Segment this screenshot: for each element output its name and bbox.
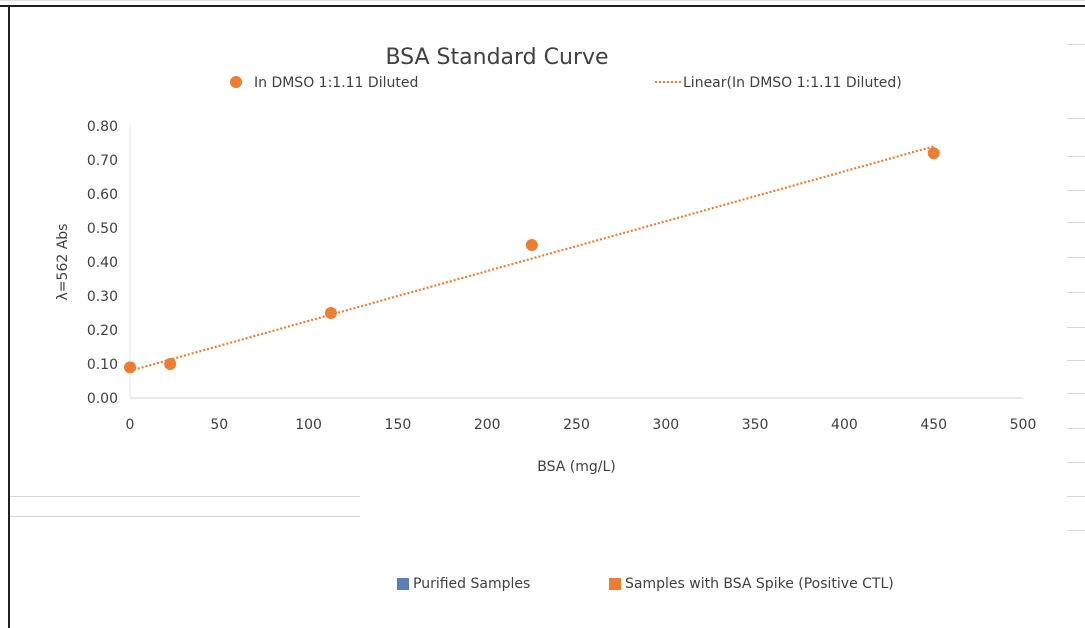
cell-gridline (1067, 118, 1085, 119)
legend-item-samples-with-bsa-spike: Samples with BSA Spike (Positive CTL) (609, 576, 894, 592)
y-tick-label: 0.60 (87, 187, 118, 203)
window-top-border (0, 0, 1085, 1)
data-point (324, 307, 337, 319)
cell-gridline (1067, 428, 1085, 429)
x-tick-label: 400 (831, 417, 858, 433)
legend-label: Purified Samples (413, 576, 531, 592)
window-top-edge (0, 5, 1085, 7)
legend-label-trendline: Linear(In DMSO 1:1.11 Diluted) (683, 75, 902, 91)
x-tick-label: 100 (295, 417, 322, 433)
legend-marker-series (230, 76, 242, 88)
y-tick-label: 0.80 (87, 119, 118, 135)
trendline (129, 145, 934, 372)
x-axis-title: BSA (mg/L) (537, 459, 616, 475)
x-tick-label: 350 (742, 417, 769, 433)
y-tick-label: 0.50 (87, 221, 118, 237)
window-left-edge (8, 6, 10, 628)
data-point (124, 361, 136, 374)
cell-gridline (10, 496, 360, 497)
cell-gridline (1067, 530, 1085, 531)
x-tick-label: 0 (126, 417, 135, 433)
x-tick-label: 150 (385, 417, 412, 433)
cell-gridline (1067, 393, 1085, 394)
cell-gridline (1067, 156, 1085, 157)
y-tick-label: 0.10 (87, 357, 118, 373)
cell-gridline (1067, 222, 1085, 223)
secondary-legend: Purified Samples Samples with BSA Spike … (0, 576, 1085, 598)
x-tick-label: 500 (1010, 417, 1037, 433)
x-tick-label: 50 (210, 417, 228, 433)
y-tick-label: 0.70 (87, 153, 118, 169)
data-point (164, 358, 177, 370)
y-tick-label: 0.20 (87, 323, 118, 339)
data-point (525, 239, 538, 251)
y-tick-label: 0.30 (87, 289, 118, 305)
y-tick-label: 0.00 (87, 391, 118, 407)
legend-label-series: In DMSO 1:1.11 Diluted (254, 75, 418, 91)
data-point (927, 147, 940, 160)
y-tick-label: 0.40 (87, 255, 118, 271)
x-tick-label: 200 (474, 417, 501, 433)
cell-gridline (10, 516, 360, 517)
cell-gridline (1067, 327, 1085, 328)
x-tick-label: 250 (563, 417, 590, 433)
cell-gridline (1067, 496, 1085, 497)
chart-title: BSA Standard Curve (385, 45, 608, 70)
cell-gridline (1067, 257, 1085, 258)
cell-gridline (1067, 360, 1085, 361)
x-tick-label: 450 (920, 417, 947, 433)
cell-gridline (1067, 292, 1085, 293)
legend-item-purified-samples: Purified Samples (397, 576, 530, 592)
legend-label: Samples with BSA Spike (Positive CTL) (625, 576, 894, 592)
cell-gridline (1067, 462, 1085, 463)
cell-gridline (1067, 44, 1085, 45)
cell-gridline (1067, 190, 1085, 191)
legend-swatch (397, 578, 409, 590)
x-tick-label: 300 (652, 417, 679, 433)
y-axis-title: λ=562 Abs (55, 224, 71, 301)
legend-swatch (609, 578, 621, 590)
